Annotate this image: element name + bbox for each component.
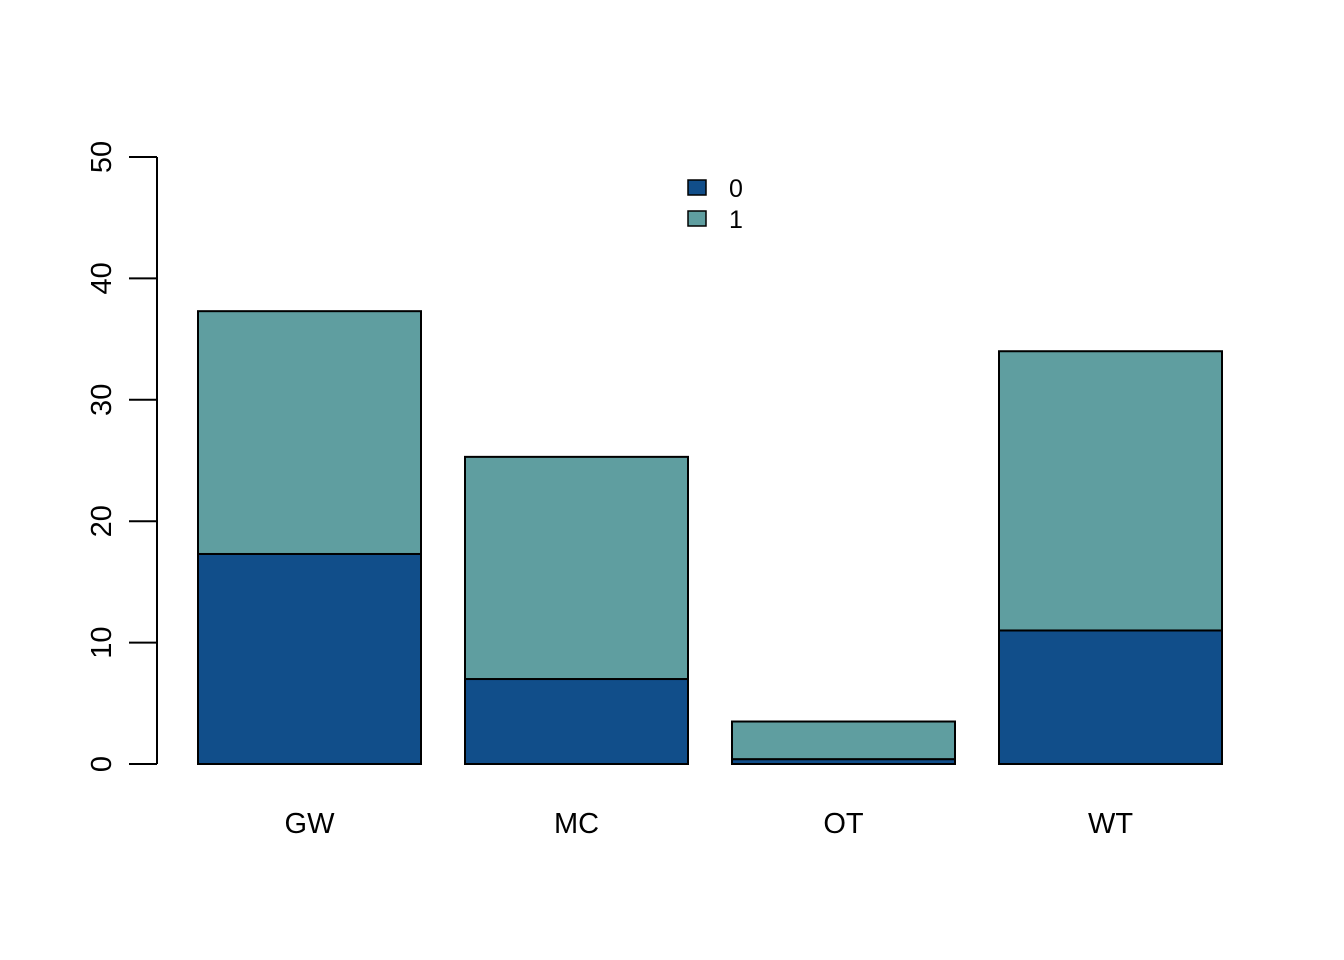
y-tick-label: 0 [86, 756, 118, 772]
y-tick-label: 20 [86, 505, 118, 537]
legend-label-0: 0 [729, 175, 743, 203]
y-tick-label: 30 [86, 384, 118, 416]
y-tick-label: 10 [86, 626, 118, 658]
bar-mc-series-0 [464, 678, 689, 766]
bars-layer [197, 310, 1223, 766]
bar-gw-series-0 [197, 552, 422, 766]
legend-label-1: 1 [729, 206, 743, 234]
x-category-label-mc: MC [554, 808, 599, 840]
legend: 01 [687, 175, 743, 234]
bar-ot-series-1 [731, 720, 956, 761]
bar-mc-series-1 [464, 455, 689, 681]
bar-wt-series-1 [998, 350, 1223, 632]
legend-swatch-1 [687, 210, 707, 227]
bar-gw-series-1 [197, 310, 422, 555]
bar-wt-series-0 [998, 629, 1223, 766]
x-category-label-wt: WT [1088, 808, 1133, 840]
x-axis: GW MC OT WT [285, 808, 1134, 840]
legend-swatch-0 [687, 179, 707, 196]
x-category-label-gw: GW [285, 808, 336, 840]
y-tick-label: 50 [86, 141, 118, 173]
y-axis: 0 10 20 30 40 50 [86, 141, 158, 772]
y-tick-label: 40 [86, 262, 118, 294]
x-category-label-ot: OT [823, 808, 864, 840]
